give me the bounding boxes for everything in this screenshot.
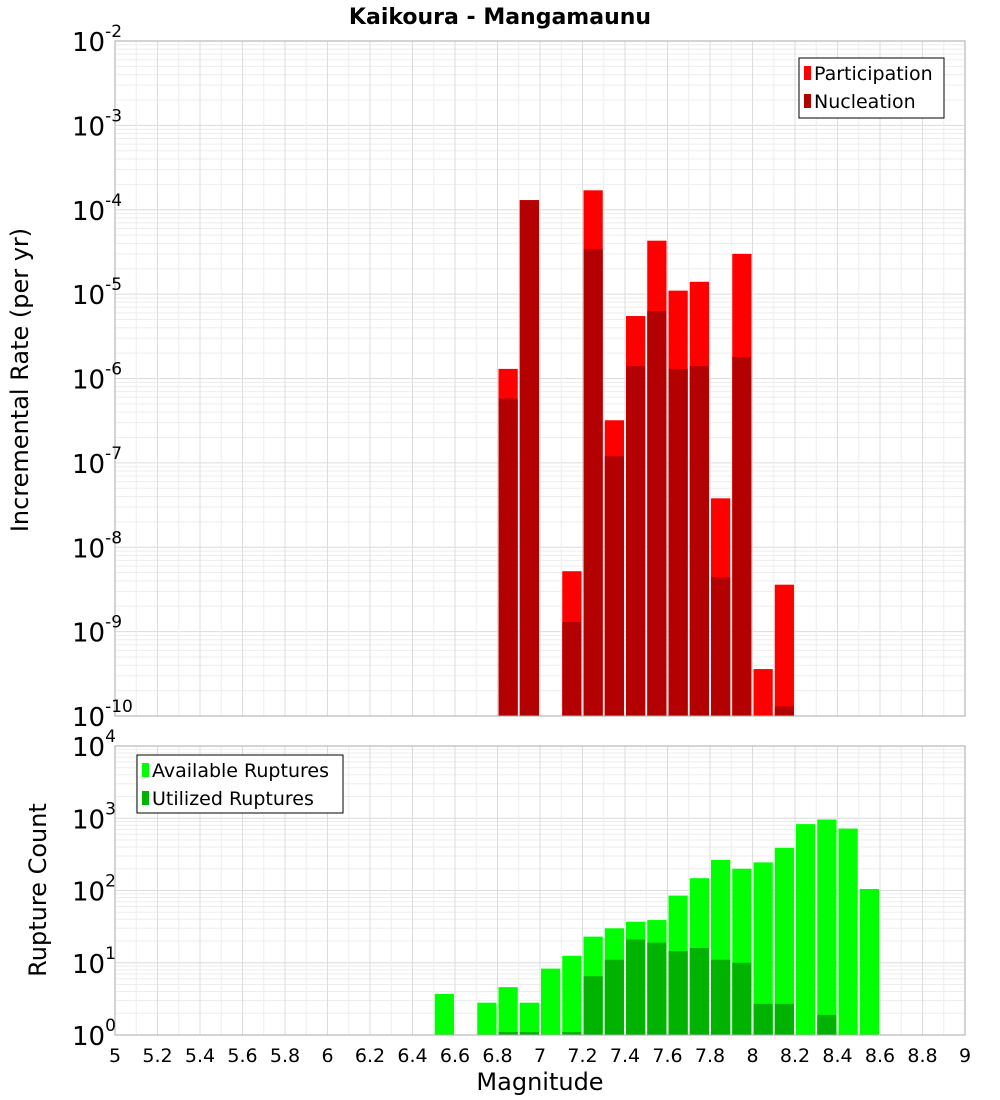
x-tick-label: 6 [321,1045,333,1067]
top-y-axis-label: Incremental Rate (per yr) [6,228,34,532]
x-tick-label: 8.8 [907,1045,937,1067]
count-bar [626,939,646,1035]
count-y-tick-label: 101 [72,944,116,980]
rate-y-tick-label: 10-5 [72,275,122,311]
rate-bar [519,200,539,716]
x-tick-label: 8.6 [865,1045,895,1067]
x-tick-label: 5.2 [142,1045,172,1067]
rate-y-tick-label: 10-2 [72,22,122,58]
count-legend-label: Utilized Ruptures [152,788,314,810]
count-bar [604,959,624,1035]
rate-bar [668,368,688,716]
x-tick-label: 7.4 [610,1045,640,1067]
count-bar [711,959,731,1035]
x-tick-label: 5 [109,1045,121,1067]
rate-bar [604,456,624,716]
count-legend: Available Ruptures Utilized Ruptures [136,754,344,814]
rate-legend-swatch [804,66,811,80]
rate-series-1 [498,200,794,716]
rate-panel: 10-10 10-9 10-8 10-7 10-6 10-5 10-4 10-3 10-2 Par… [72,22,966,733]
x-tick-label: 5.6 [227,1045,257,1067]
x-tick-label: 5.8 [270,1045,300,1067]
rate-bar [753,669,773,716]
count-bar [796,824,816,1035]
count-y-tick-label: 104 [72,727,116,763]
count-panel: 100 101 102 103 104 5 5.2 5.4 5.6 5.8 6 6.2 6.4 6.6 6.… [72,727,971,1067]
count-legend-swatch [142,791,149,805]
count-bar [562,1032,582,1035]
rate-bar [562,622,582,716]
count-bar [753,1003,773,1035]
count-bar [562,955,582,1035]
count-bar [498,1032,518,1035]
count-series-1 [498,939,837,1035]
x-tick-label: 8 [746,1045,758,1067]
count-bar [732,962,752,1035]
count-bar [519,1002,539,1035]
count-bar [583,976,603,1035]
x-tick-label: 8.4 [822,1045,852,1067]
x-tick-label: 8.2 [780,1045,810,1067]
rate-y-tick-label: 10-10 [72,697,133,733]
rate-bar [732,356,752,716]
x-tick-label: 5.4 [185,1045,215,1067]
rate-legend-swatch [804,94,811,108]
rate-bar [774,706,794,716]
x-tick-label: 7 [534,1045,546,1067]
count-bar [817,819,837,1035]
rate-bar [689,366,709,716]
rate-y-tick-label: 10-4 [72,191,122,227]
rate-y-tick-label: 10-3 [72,106,122,142]
rate-frame [114,40,966,717]
rate-legend-box [798,57,945,119]
rate-bar [647,311,667,716]
rate-y-tick-label: 10-8 [72,528,122,564]
rate-legend-label: Participation [814,63,933,85]
rate-legend: Participation Nucleation [798,57,945,119]
x-tick-label: 6.6 [440,1045,470,1067]
count-legend-label: Available Ruptures [152,760,329,782]
count-bar [498,987,518,1035]
count-legend-box [136,754,344,814]
x-tick-label: 7.6 [652,1045,682,1067]
rate-bar [498,398,518,716]
count-bar [647,942,667,1035]
count-frame [114,745,966,1036]
count-bar [774,1003,794,1035]
rate-bar [711,577,731,716]
count-y-tick-label: 102 [72,872,116,908]
count-bar [477,1002,497,1035]
x-tick-label: 6.2 [355,1045,385,1067]
count-bar [774,847,794,1035]
count-y-tick-label: 103 [72,799,116,835]
x-axis-label: Magnitude [476,1068,603,1096]
count-bar [434,993,454,1035]
x-tick-label: 6.4 [397,1045,427,1067]
chart-title: Kaikoura - Mangamaunu [349,5,651,30]
rate-bar [774,584,794,716]
count-bar [753,862,773,1035]
bottom-y-axis-label: Rupture Count [24,803,52,977]
count-bar [689,948,709,1035]
x-tick-label: 7.2 [567,1045,597,1067]
x-tick-label: 7.8 [695,1045,725,1067]
count-bar [668,951,688,1035]
rate-grid [114,41,966,717]
rate-y-tick-label: 10-7 [72,444,122,480]
count-y-tick-label: 100 [72,1016,116,1052]
count-bar [519,1032,539,1035]
count-bar [838,828,858,1035]
rate-legend-label: Nucleation [814,91,916,113]
rate-bar [626,366,646,716]
rate-y-tick-label: 10-9 [72,613,122,649]
x-tick-label: 9 [959,1045,971,1067]
count-bar [817,1014,837,1035]
count-bar [541,968,561,1035]
x-tick-label: 6.8 [482,1045,512,1067]
count-bar [859,888,879,1035]
count-legend-swatch [142,763,149,777]
rate-bar [583,249,603,716]
rate-y-tick-label: 10-6 [72,360,122,396]
